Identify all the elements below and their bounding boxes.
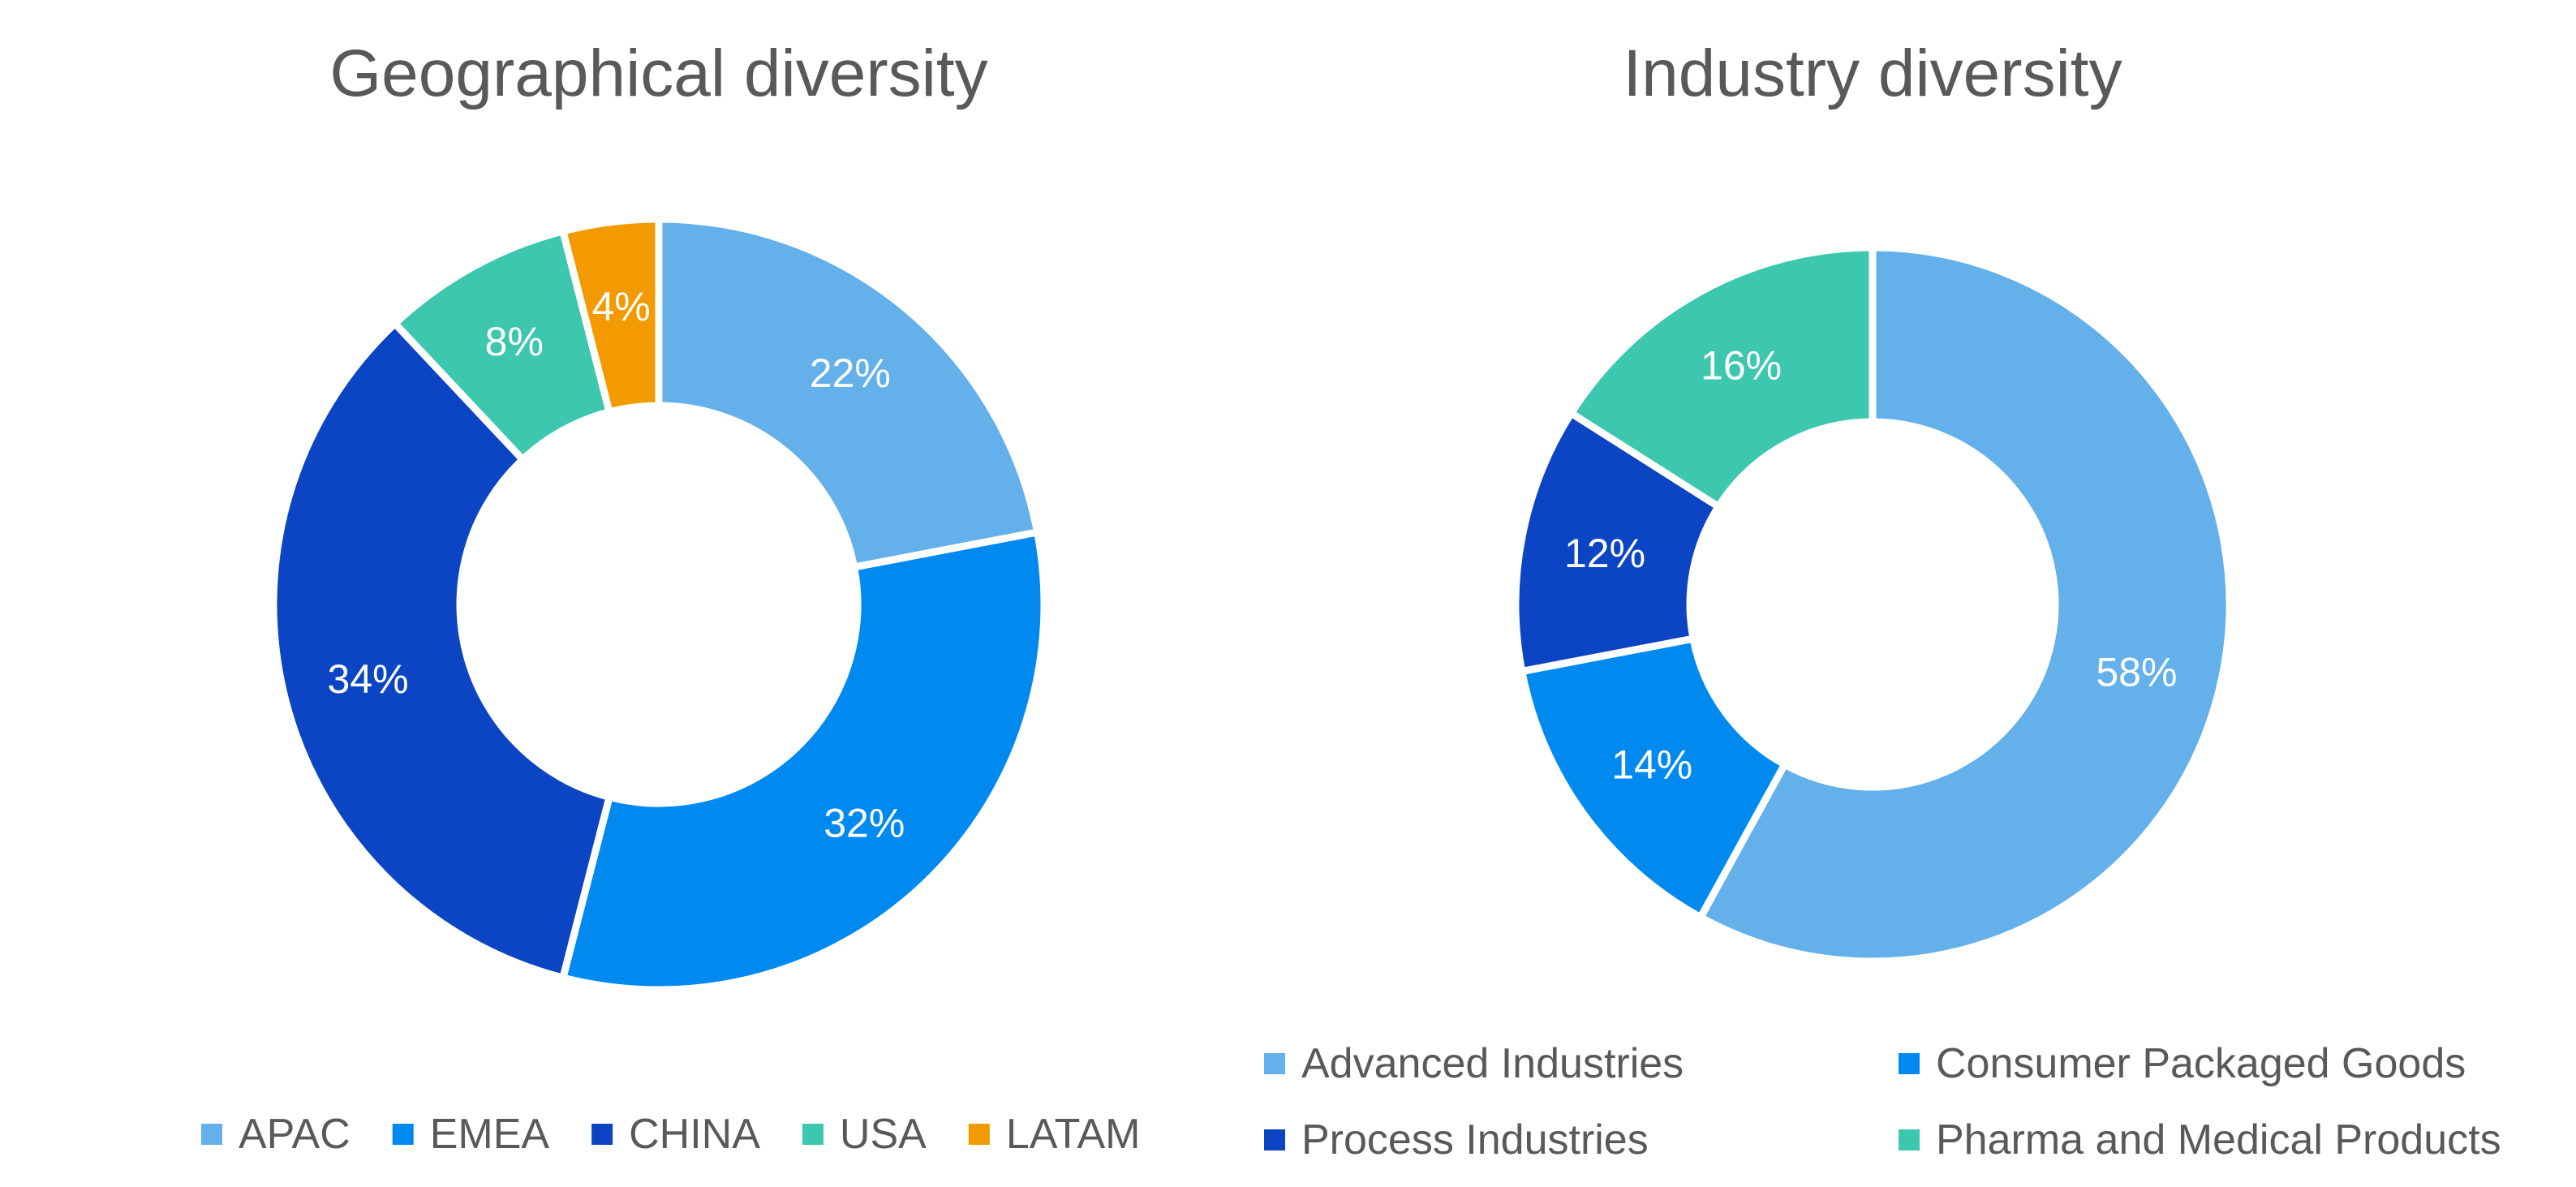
legend-swatch-process-industries (1264, 1129, 1285, 1150)
industry-slices (1512, 243, 2234, 966)
legend-label-consumer-packaged-goods: Consumer Packaged Goods (1936, 1040, 2466, 1087)
legend-label-process-industries: Process Industries (1301, 1116, 1649, 1163)
slice-label-process-industries: 12% (1564, 531, 1645, 576)
slice-emea[interactable] (558, 527, 1048, 994)
slice-china[interactable] (269, 318, 614, 983)
legend-item-latam[interactable]: LATAM (968, 1111, 1141, 1158)
chart-title-geographical: Geographical diversity (329, 37, 987, 110)
legend-item-emea[interactable]: EMEA (392, 1111, 550, 1158)
legend-item-pharma-and-medical-products[interactable]: Pharma and Medical Products (1899, 1116, 2501, 1163)
legend-swatch-apac (201, 1124, 222, 1145)
industry-legend: Advanced Industries Consumer Packaged Goo… (1264, 1040, 2501, 1163)
slice-apac[interactable] (655, 215, 1042, 572)
legend-swatch-china (591, 1124, 613, 1145)
legend-label-advanced-industries: Advanced Industries (1301, 1040, 1684, 1087)
legend-item-process-industries[interactable]: Process Industries (1264, 1116, 1649, 1163)
slice-label-apac: 22% (810, 351, 891, 396)
slice-label-latam: 4% (591, 284, 650, 329)
slice-label-emea: 32% (824, 801, 905, 846)
slice-label-china: 34% (328, 656, 409, 702)
legend-swatch-usa (802, 1124, 824, 1145)
industry-slice-labels: 58% 14% 12% 16% (1564, 343, 2177, 788)
slice-label-pharma-and-medical-products: 16% (1701, 343, 1782, 389)
legend-label-usa: USA (840, 1111, 927, 1158)
legend-item-china[interactable]: CHINA (591, 1111, 760, 1158)
legend-swatch-pharma-and-medical-products (1899, 1129, 1920, 1150)
slice-advanced-industries[interactable] (1695, 243, 2234, 966)
slice-label-advanced-industries: 58% (2096, 650, 2177, 695)
legend-swatch-advanced-industries (1264, 1053, 1285, 1074)
slice-consumer-packaged-goods[interactable] (1517, 634, 1790, 923)
legend-swatch-emea (392, 1124, 414, 1145)
slice-label-usa: 8% (485, 319, 544, 364)
geographical-legend: APAC EMEA CHINA USA LATAM (201, 1111, 1141, 1158)
slice-latam[interactable] (558, 215, 663, 417)
legend-label-apac: APAC (239, 1111, 350, 1158)
geographical-diversity-chart: Geographical diversity 22% 32% 34% 8% 4% APA… (201, 37, 1141, 1158)
slice-pharma-and-medical-products[interactable] (1566, 243, 1877, 512)
legend-label-china: CHINA (629, 1111, 760, 1158)
legend-label-latam: LATAM (1006, 1111, 1141, 1158)
chart-title-industry: Industry diversity (1623, 37, 2122, 110)
slice-label-consumer-packaged-goods: 14% (1611, 742, 1692, 788)
industry-diversity-chart: Industry diversity 58% 14% 12% 16% Advanced… (1264, 37, 2501, 1163)
legend-item-consumer-packaged-goods[interactable]: Consumer Packaged Goods (1899, 1040, 2466, 1087)
legend-item-advanced-industries[interactable]: Advanced Industries (1264, 1040, 1684, 1087)
geographical-slice-labels: 22% 32% 34% 8% 4% (328, 284, 905, 846)
geographical-slices (269, 215, 1048, 994)
legend-item-usa[interactable]: USA (802, 1111, 927, 1158)
legend-label-emea: EMEA (430, 1111, 550, 1158)
legend-swatch-consumer-packaged-goods (1899, 1053, 1920, 1074)
legend-label-pharma-and-medical-products: Pharma and Medical Products (1936, 1116, 2501, 1163)
legend-item-apac[interactable]: APAC (201, 1111, 350, 1158)
legend-swatch-latam (968, 1124, 990, 1145)
